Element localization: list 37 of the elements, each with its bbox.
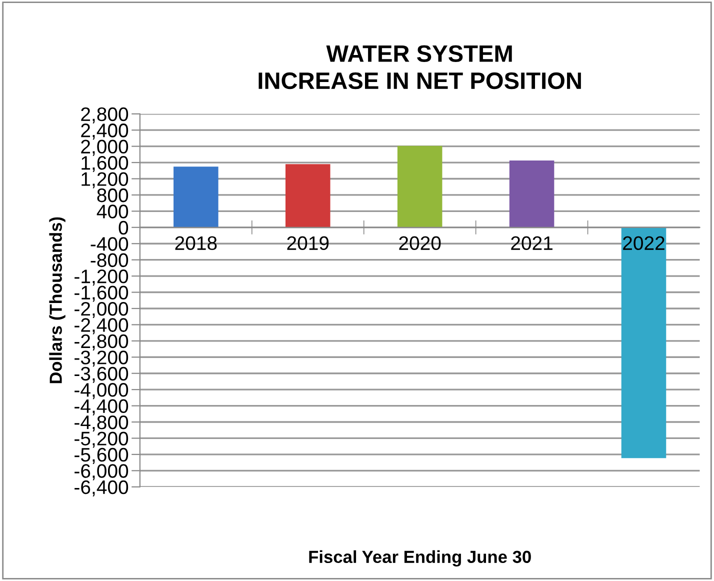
y-tick-label: -5,600 (74, 448, 128, 464)
x-tick-label: 2020 (399, 236, 441, 250)
bar (621, 227, 666, 458)
y-tick-label: -2,400 (74, 318, 128, 334)
bar (509, 160, 554, 228)
y-tick-label: -4,400 (74, 399, 128, 416)
y-tick-label: 0 (118, 220, 128, 235)
y-tick-label: -1,600 (74, 286, 128, 302)
y-tick-label: 1,200 (82, 172, 128, 188)
y-tick-label: 2,000 (81, 140, 128, 156)
x-tick-label: 2021 (511, 236, 552, 250)
y-tick-label: -400 (90, 237, 128, 251)
x-axis-title: Fiscal Year Ending June 30 (309, 550, 531, 567)
y-tick-label: 400 (96, 204, 128, 218)
y-tick-label: -6,000 (74, 464, 128, 480)
x-tick-label: 2019 (287, 236, 329, 250)
bar (285, 164, 330, 228)
y-tick-label: -3,200 (74, 350, 128, 367)
bar (174, 166, 218, 228)
y-axis-title: Dollars (Thousands) (49, 217, 66, 384)
bar (397, 146, 442, 228)
y-tick-label: 2,400 (81, 124, 128, 140)
y-tick-label: -2,800 (74, 334, 128, 350)
y-tick-label: -5,200 (74, 432, 128, 448)
x-tick-label: 2018 (175, 236, 217, 250)
y-tick-label: -1,200 (74, 270, 128, 286)
y-tick-label: 2,800 (81, 107, 128, 124)
y-tick-label: -6,400 (74, 480, 128, 496)
x-tick-label: 2022 (623, 236, 664, 250)
y-tick-label: -4,000 (74, 383, 128, 400)
y-tick-label: 800 (97, 188, 128, 202)
y-tick-label: 1,600 (82, 156, 128, 172)
y-tick-label: -4,800 (74, 415, 128, 432)
chart-title: WATER SYSTEM INCREASE IN NET POSITION (258, 45, 581, 90)
y-tick-label: -2,000 (74, 302, 128, 318)
y-tick-label: -800 (90, 253, 128, 268)
y-tick-label: -3,600 (74, 366, 128, 383)
